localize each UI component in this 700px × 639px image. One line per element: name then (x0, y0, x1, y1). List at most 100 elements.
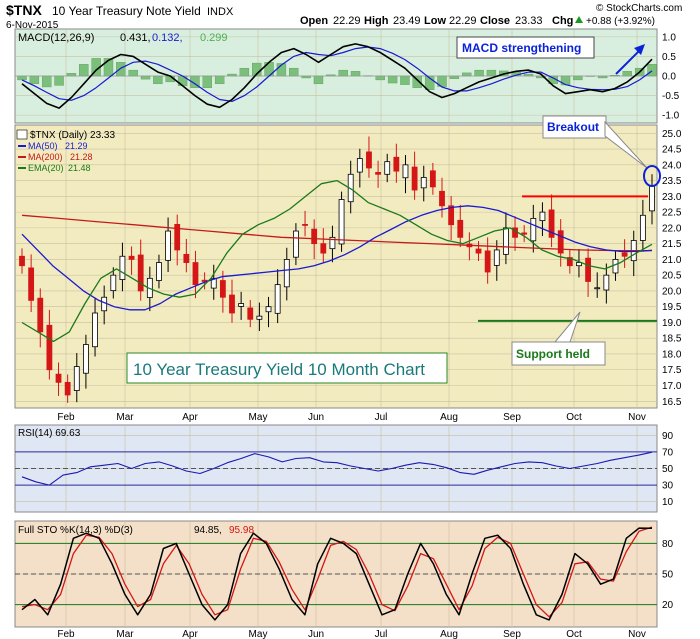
x-tick-label: Mar (116, 412, 134, 423)
rsi-line (21, 451, 653, 486)
macd-histogram-bar (128, 69, 138, 77)
candle-body (247, 307, 254, 320)
high-label: High (364, 15, 389, 27)
ma200-line (21, 214, 652, 252)
y-tick-label: -1.0 (662, 111, 680, 122)
x-tick-label: Feb (57, 412, 75, 423)
candle-body (210, 277, 217, 289)
y-tick-label: 25.0 (662, 129, 682, 140)
close-value: 23.33 (515, 15, 543, 27)
open-label: Open (300, 15, 328, 27)
candle-body (576, 262, 582, 267)
candle-body (274, 284, 281, 314)
candle-body (420, 177, 427, 189)
sto-d-line (21, 526, 653, 618)
x-tick-label: Jul (375, 412, 388, 423)
macd-annotation: MACD strengthening (456, 36, 645, 75)
x-tick-label: Aug (440, 629, 458, 639)
candle-body (283, 259, 290, 288)
ma200-legend-label: MA(200) (28, 152, 63, 162)
x-tick-label: Apr (182, 412, 198, 423)
low-label: Low (424, 15, 446, 27)
candle-body (165, 230, 171, 261)
sto-chart (15, 526, 657, 621)
candle-body (156, 262, 162, 281)
breakout-annotation: Breakout (542, 115, 661, 187)
y-tick-label: 18.5 (662, 334, 682, 345)
candle-body (229, 294, 235, 314)
macd-histogram-bar (338, 69, 348, 77)
candle-body (521, 232, 528, 235)
ema20-line (21, 179, 653, 343)
ma50-legend-label: MA(50) (28, 141, 58, 151)
y-tick-label: 80 (662, 539, 674, 550)
y-tick-label: 30 (662, 481, 674, 492)
y-tick-label: 23.0 (662, 192, 682, 203)
candle-body (46, 324, 53, 371)
x-tick-label: Feb (57, 629, 75, 639)
chart-date: 6-Nov-2015 (6, 20, 59, 31)
sto-k-legend-value: 94.85, (194, 525, 222, 536)
macd-histogram-bar (474, 69, 484, 77)
macd-annotation-text: MACD strengthening (462, 41, 581, 55)
macd-histogram-bar (449, 75, 460, 79)
candle-body (338, 199, 345, 245)
candle-body (238, 303, 245, 307)
y-tick-label: 0.0 (662, 72, 676, 83)
macd-histogram-bar (239, 67, 250, 77)
support-callout-pointer (553, 311, 581, 343)
candle-body (92, 312, 98, 348)
x-tick-label: Sep (503, 412, 521, 423)
y-tick-label: 20.0 (662, 286, 682, 297)
macd-histogram-bar (42, 75, 52, 88)
candle-body (429, 170, 436, 188)
high-value: 23.49 (393, 15, 421, 27)
price-chart (19, 136, 657, 403)
candle-body (393, 156, 400, 172)
breakout-callout-pointer (604, 120, 648, 169)
macd-histogram-bar (153, 75, 163, 85)
sto-legend-label: Full STO %K(14,3) %D(3) (18, 525, 133, 536)
y-tick-label: 90 (662, 431, 674, 442)
macd-histogram-bar (79, 64, 89, 77)
y-tick-label: 24.0 (662, 160, 682, 171)
y-tick-label: 50 (662, 570, 674, 581)
macd-histogram-bar (313, 75, 324, 85)
candle-body (302, 224, 308, 226)
x-tick-label: Aug (440, 412, 458, 423)
candle-body (356, 158, 363, 173)
ema20-legend-value: 21.48 (68, 163, 91, 173)
candle-body (448, 205, 455, 226)
y-tick-label: 1.0 (662, 32, 676, 43)
candle-body (219, 280, 226, 298)
macd-histogram-bar (17, 75, 27, 81)
up-triangle-icon (575, 16, 583, 23)
y-tick-label: 18.0 (662, 349, 682, 360)
y-tick-label: 22.0 (662, 223, 682, 234)
x-tick-label: Jul (375, 629, 388, 639)
rsi-chart (15, 451, 657, 486)
sto-legend: Full STO %K(14,3) %D(3) 94.85, 95.98 (18, 525, 254, 536)
exchange-label: INDX (207, 6, 234, 18)
candle-body (37, 297, 44, 333)
chg-label: Chg (552, 15, 573, 27)
y-tick-label: -0.5 (662, 91, 680, 102)
macd-chart (15, 43, 657, 109)
chart-title: 10 Year Treasury Yield 10 Month Chart (133, 360, 425, 379)
y-tick-label: 10 (662, 497, 674, 508)
candle-body (475, 248, 482, 254)
candle-body (137, 254, 144, 292)
x-tick-label: May (249, 412, 268, 423)
y-tick-label: 22.5 (662, 208, 682, 219)
x-tick-label: Sep (503, 629, 521, 639)
breakout-label: Breakout (547, 120, 599, 134)
candle-body (265, 306, 272, 313)
macd-histogram-bar (350, 71, 361, 77)
macd-arrow (615, 47, 643, 75)
candle-body (183, 253, 190, 263)
macd-histogram-bar (140, 75, 151, 80)
y-tick-label: 19.0 (662, 318, 682, 329)
candle-body (311, 228, 318, 245)
ema20-legend-label: EMA(20) (28, 163, 64, 173)
x-tick-label: May (249, 629, 268, 639)
